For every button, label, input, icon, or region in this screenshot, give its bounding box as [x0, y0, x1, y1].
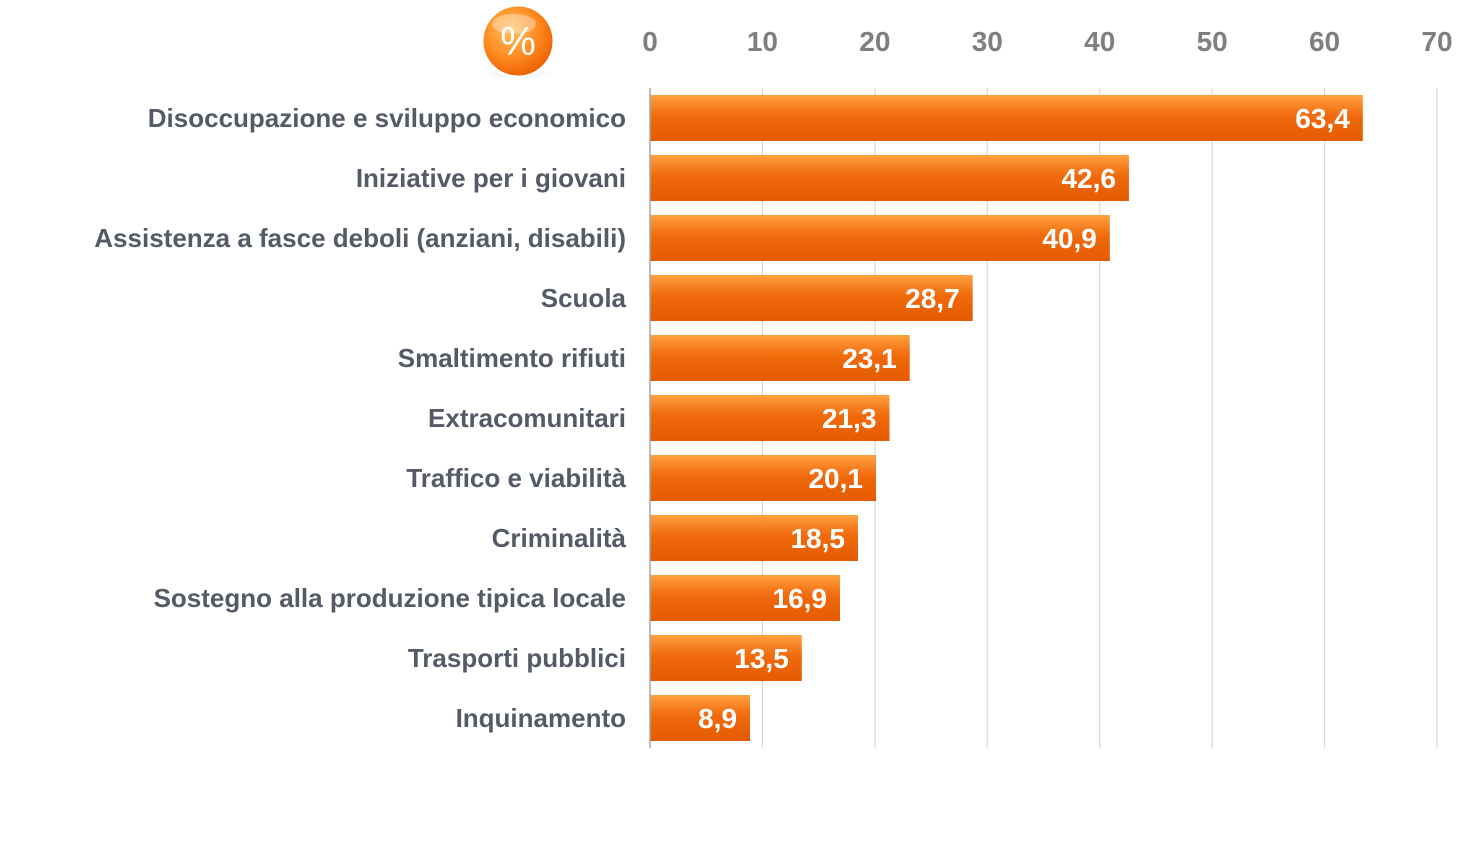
- value-label: 16,9: [773, 583, 828, 614]
- bar: [650, 95, 1363, 141]
- bar: [650, 155, 1129, 201]
- value-label: 20,1: [808, 463, 863, 494]
- category-labels: Disoccupazione e sviluppo economico Inizi…: [94, 103, 627, 734]
- value-label: 18,5: [790, 523, 845, 554]
- x-tick-label: 30: [972, 26, 1003, 57]
- bar: [650, 575, 841, 621]
- category-label: Assistenza a fasce deboli (anziani, disa…: [94, 223, 626, 253]
- bar: [650, 335, 910, 381]
- x-tick-label: 40: [1084, 26, 1115, 57]
- category-label: Criminalità: [492, 523, 627, 553]
- x-tick-label: 50: [1197, 26, 1228, 57]
- category-label: Sostegno alla produzione tipica locale: [154, 583, 626, 613]
- value-label: 42,6: [1061, 163, 1116, 194]
- x-tick-label: 20: [859, 26, 890, 57]
- bar: [650, 395, 890, 441]
- bar: [650, 635, 802, 681]
- category-label: Scuola: [541, 283, 627, 313]
- bar: [650, 455, 876, 501]
- bar: [650, 695, 751, 741]
- value-label: 21,3: [822, 403, 877, 434]
- category-label: Extracomunitari: [428, 403, 626, 433]
- percent-symbol: %: [500, 20, 536, 64]
- percent-badge-icon: %: [480, 3, 556, 80]
- x-tick-label: 0: [642, 26, 658, 57]
- category-label: Smaltimento rifiuti: [398, 343, 626, 373]
- category-label: Iniziative per i giovani: [356, 163, 626, 193]
- category-label: Inquinamento: [456, 703, 626, 733]
- x-tick-label: 10: [747, 26, 778, 57]
- bar: [650, 515, 858, 561]
- x-axis-ticks: 0 10 20 30 40 50 60 70: [642, 26, 1452, 57]
- category-label: Trasporti pubblici: [408, 643, 626, 673]
- category-label: Traffico e viabilità: [406, 463, 626, 493]
- value-label: 23,1: [842, 343, 897, 374]
- x-tick-label: 70: [1421, 26, 1452, 57]
- value-label: 13,5: [734, 643, 789, 674]
- bar: [650, 275, 973, 321]
- value-labels: 63,4 42,6 40,9 28,7 23,1 21,3 20,1 18,5 16,9 13,5…: [698, 103, 1350, 734]
- bars: [650, 95, 1363, 741]
- value-label: 8,9: [698, 703, 737, 734]
- x-tick-label: 60: [1309, 26, 1340, 57]
- value-label: 40,9: [1042, 223, 1097, 254]
- value-label: 28,7: [905, 283, 960, 314]
- value-label: 63,4: [1295, 103, 1350, 134]
- category-label: Disoccupazione e sviluppo economico: [148, 103, 626, 133]
- bar: [650, 215, 1110, 261]
